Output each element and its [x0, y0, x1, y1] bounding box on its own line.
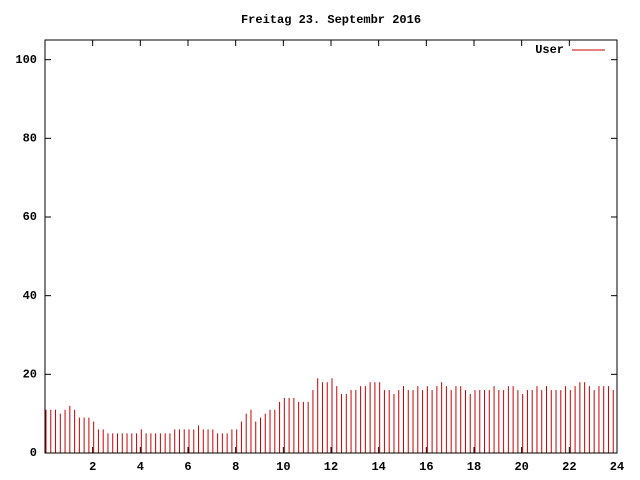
x-tick-label: 18 — [467, 460, 481, 474]
chart-title: Freitag 23. Septembr 2016 — [241, 13, 421, 27]
x-tick-label: 24 — [610, 460, 624, 474]
x-tick-label: 6 — [184, 460, 191, 474]
y-tick-label: 100 — [15, 53, 37, 67]
y-tick-label: 80 — [23, 132, 37, 146]
x-tick-label: 12 — [324, 460, 338, 474]
x-tick-label: 22 — [562, 460, 576, 474]
x-tick-label: 2 — [89, 460, 96, 474]
y-tick-label: 60 — [23, 210, 37, 224]
x-tick-label: 4 — [137, 460, 144, 474]
legend-label: User — [535, 43, 564, 57]
plot-frame — [44, 39, 618, 454]
x-tick-label: 16 — [419, 460, 433, 474]
y-tick-label: 20 — [23, 368, 37, 382]
x-tick-label: 14 — [371, 460, 385, 474]
x-tick-label: 20 — [514, 460, 528, 474]
y-tick-label: 40 — [23, 289, 37, 303]
x-tick-label: 8 — [232, 460, 239, 474]
y-tick-label: 0 — [30, 446, 37, 460]
x-tick-label: 10 — [276, 460, 290, 474]
